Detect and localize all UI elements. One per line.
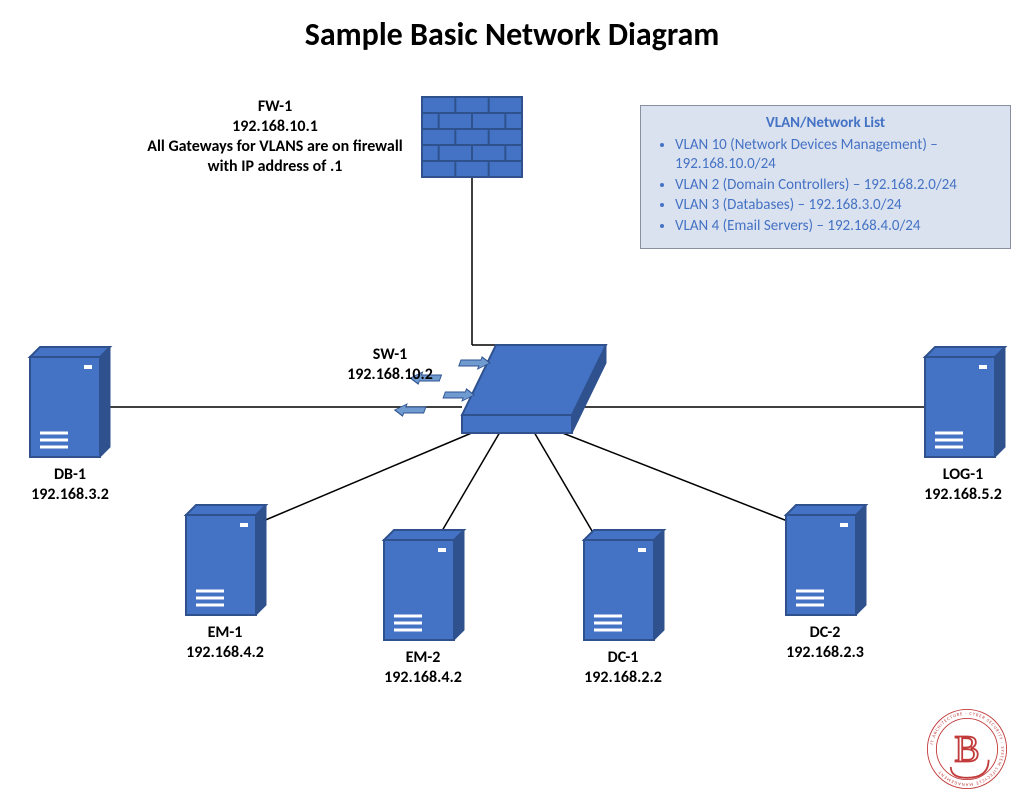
server-name: DB-1 — [20, 465, 120, 485]
vlan-list-item: VLAN 10 (Network Devices Management) – 1… — [675, 136, 998, 174]
vlan-list-item: VLAN 2 (Domain Controllers) – 192.168.2.… — [675, 176, 998, 195]
vlan-list-box: VLAN/Network List VLAN 10 (Network Devic… — [640, 105, 1011, 249]
svg-text:B: B — [954, 729, 979, 771]
server-label-log1: LOG-1192.168.5.2 — [913, 465, 1013, 505]
server-ip: 192.168.2.3 — [760, 643, 890, 663]
vlan-list: VLAN 10 (Network Devices Management) – 1… — [653, 136, 998, 236]
server-icon-dc2 — [786, 505, 866, 615]
server-name: DC-1 — [558, 648, 688, 668]
vlan-list-item: VLAN 4 (Email Servers) – 192.168.4.0/24 — [675, 217, 998, 236]
switch-label: SW-1 192.168.10.2 — [330, 345, 450, 385]
server-name: EM-1 — [160, 623, 290, 643]
server-name: DC-2 — [760, 623, 890, 643]
diagram-canvas: Sample Basic Network Diagram FW-1 192.16… — [0, 0, 1024, 805]
server-label-dc1: DC-1192.168.2.2 — [558, 648, 688, 688]
page-title: Sample Basic Network Diagram — [0, 15, 1024, 54]
server-icon-dc1 — [584, 530, 664, 640]
firewall-icon — [422, 97, 522, 177]
server-label-dc2: DC-2192.168.2.3 — [760, 623, 890, 663]
server-ip: 192.168.3.2 — [20, 485, 120, 505]
server-ip: 192.168.4.2 — [358, 668, 488, 688]
server-name: EM-2 — [358, 648, 488, 668]
server-ip: 192.168.4.2 — [160, 643, 290, 663]
server-icon-log1 — [925, 347, 1005, 457]
server-ip: 192.168.5.2 — [913, 485, 1013, 505]
brand-logo: IT ARCHITECTURE · CYBER SECURITY · SYSTE… — [922, 704, 1012, 799]
server-label-em2: EM-2192.168.4.2 — [358, 648, 488, 688]
server-label-db1: DB-1192.168.3.2 — [20, 465, 120, 505]
vlan-list-item: VLAN 3 (Databases) – 192.168.3.0/24 — [675, 196, 998, 215]
server-icon-em2 — [384, 530, 464, 640]
server-label-em1: EM-1192.168.4.2 — [160, 623, 290, 663]
server-name: LOG-1 — [913, 465, 1013, 485]
server-icon-em1 — [186, 505, 266, 615]
vlan-list-title: VLAN/Network List — [653, 114, 998, 132]
firewall-label: FW-1 192.168.10.1 All Gateways for VLANS… — [135, 97, 415, 177]
server-icon-db1 — [30, 347, 110, 457]
server-ip: 192.168.2.2 — [558, 668, 688, 688]
